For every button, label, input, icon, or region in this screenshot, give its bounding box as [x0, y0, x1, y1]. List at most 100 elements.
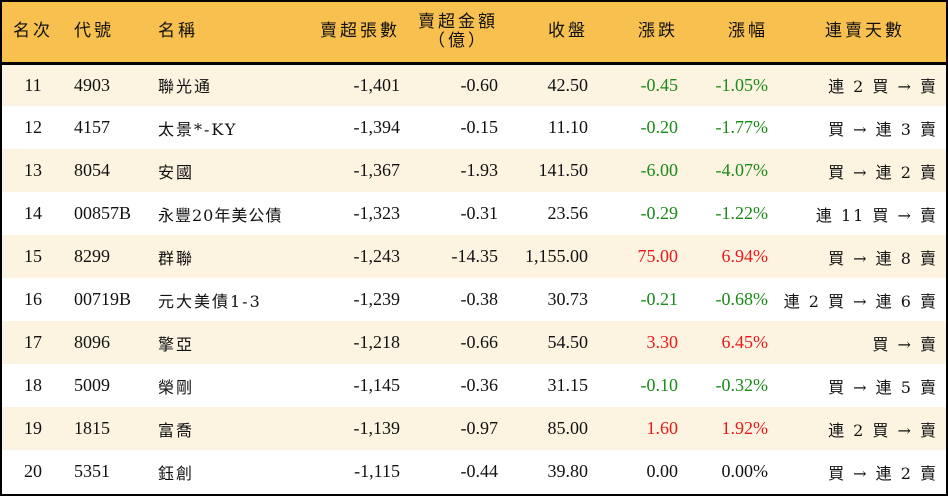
table-row[interactable]: 15 8299 群聯 -1,243 -14.35 1,155.00 75.00 … [2, 235, 946, 278]
cell-sell-days: 買 → 連 3 賣 [828, 119, 938, 139]
cell-sell-amount: -0.66 [460, 332, 499, 352]
cell-sell-amount: -0.97 [460, 418, 499, 438]
cell-close: 54.50 [547, 332, 589, 352]
cell-code: 8054 [74, 160, 110, 180]
cell-sell-days: 買 → 連 5 賣 [828, 377, 938, 397]
header-sell-amount[interactable]: 賣超金額 （億） [402, 2, 504, 65]
table-row[interactable]: 18 5009 榮剛 -1,145 -0.36 31.15 -0.10 -0.3… [2, 364, 946, 407]
cell-sell-amount: -0.38 [460, 289, 499, 309]
cell-sell-days: 買 → 連 8 賣 [828, 248, 938, 268]
header-sell-amount-line1: 賣超金額 [418, 11, 498, 32]
cell-sell-lots: -1,115 [354, 461, 400, 481]
cell-sell-amount: -0.44 [460, 461, 499, 481]
cell-change-pct: -1.22% [715, 203, 769, 223]
cell-name[interactable]: 群聯 [158, 248, 195, 268]
cell-change: 75.00 [637, 246, 679, 266]
header-row: 名次 代號 名稱 賣超張數 賣超金額 （億） 收盤 漲跌 漲幅 連賣天數 [2, 2, 946, 65]
cell-sell-lots: -1,394 [353, 117, 401, 137]
cell-change: 0.00 [646, 461, 679, 481]
cell-name[interactable]: 擎亞 [158, 334, 195, 354]
cell-sell-days: 連 2 買 → 賣 [828, 420, 938, 440]
table-row[interactable]: 14 00857B 永豐20年美公債 -1,323 -0.31 23.56 -0… [2, 192, 946, 235]
cell-close: 30.73 [547, 289, 589, 309]
cell-sell-lots: -1,145 [353, 375, 401, 395]
cell-sell-lots: -1,401 [353, 74, 401, 95]
cell-rank: 13 [24, 160, 42, 180]
cell-sell-amount: -0.15 [460, 117, 499, 137]
cell-rank: 19 [24, 418, 42, 438]
cell-sell-amount: -0.31 [460, 203, 499, 223]
cell-sell-amount: -0.36 [460, 375, 499, 395]
cell-sell-days: 買 → 賣 [872, 334, 938, 354]
cell-change: 3.30 [646, 332, 679, 352]
cell-name[interactable]: 榮剛 [158, 377, 195, 397]
cell-rank: 17 [24, 332, 42, 352]
cell-code: 8096 [74, 332, 110, 352]
cell-code: 5009 [74, 375, 110, 395]
cell-rank: 20 [24, 461, 42, 481]
table-header: 名次 代號 名稱 賣超張數 賣超金額 （億） 收盤 漲跌 漲幅 連賣天數 [2, 2, 946, 65]
cell-rank: 14 [24, 203, 42, 223]
cell-change: -0.21 [640, 289, 679, 309]
cell-name[interactable]: 聯光通 [158, 77, 213, 97]
cell-close: 42.50 [547, 74, 589, 95]
table-row[interactable]: 19 1815 富喬 -1,139 -0.97 85.00 1.60 1.92%… [2, 407, 946, 450]
table-row[interactable]: 11 4903 聯光通 -1,401 -0.60 42.50 -0.45 -1.… [2, 63, 946, 106]
header-change-pct[interactable]: 漲幅 [684, 2, 774, 65]
table-row[interactable]: 20 5351 鈺創 -1,115 -0.44 39.80 0.00 0.00%… [2, 450, 946, 493]
cell-code: 4157 [74, 117, 110, 137]
cell-change-pct: -1.05% [715, 74, 769, 95]
header-code[interactable]: 代號 [64, 2, 148, 65]
cell-sell-lots: -1,218 [353, 332, 401, 352]
cell-sell-lots: -1,323 [353, 203, 401, 223]
cell-name[interactable]: 安國 [158, 162, 195, 182]
table-row[interactable]: 13 8054 安國 -1,367 -1.93 141.50 -6.00 -4.… [2, 149, 946, 192]
header-name[interactable]: 名稱 [148, 2, 298, 65]
header-change[interactable]: 漲跌 [594, 2, 684, 65]
cell-code: 00719B [74, 289, 132, 309]
cell-sell-days: 連 2 買 → 賣 [828, 77, 938, 97]
cell-name[interactable]: 太景*-KY [158, 119, 238, 139]
cell-sell-amount: -1.93 [460, 160, 499, 180]
cell-change: -0.20 [640, 117, 679, 137]
cell-name[interactable]: 富喬 [158, 420, 195, 440]
header-close[interactable]: 收盤 [504, 2, 594, 65]
header-sell-lots[interactable]: 賣超張數 [298, 2, 402, 65]
cell-sell-days: 連 11 買 → 賣 [815, 205, 938, 225]
cell-rank: 16 [24, 289, 42, 309]
header-rank[interactable]: 名次 [2, 2, 64, 65]
cell-code: 5351 [74, 461, 110, 481]
cell-close: 23.56 [547, 203, 589, 223]
cell-change-pct: 1.92% [721, 418, 769, 438]
cell-change-pct: -0.68% [715, 289, 769, 309]
table-body: 11 4903 聯光通 -1,401 -0.60 42.50 -0.45 -1.… [2, 63, 946, 493]
cell-name[interactable]: 永豐20年美公債 [158, 205, 283, 225]
cell-sell-lots: -1,367 [353, 160, 401, 180]
table-row[interactable]: 16 00719B 元大美債1-3 -1,239 -0.38 30.73 -0.… [2, 278, 946, 321]
cell-sell-amount: -0.60 [460, 74, 499, 95]
cell-close: 11.10 [548, 117, 588, 137]
cell-change: -0.29 [640, 203, 679, 223]
cell-change: -0.45 [640, 74, 679, 95]
cell-rank: 12 [24, 117, 42, 137]
cell-name[interactable]: 鈺創 [158, 463, 195, 483]
cell-close: 31.15 [547, 375, 589, 395]
table-row[interactable]: 17 8096 擎亞 -1,218 -0.66 54.50 3.30 6.45%… [2, 321, 946, 364]
cell-rank: 18 [24, 375, 42, 395]
cell-code: 4903 [74, 74, 110, 95]
cell-name[interactable]: 元大美債1-3 [158, 291, 262, 311]
cell-code: 00857B [74, 203, 132, 223]
table-row[interactable]: 12 4157 太景*-KY -1,394 -0.15 11.10 -0.20 … [2, 106, 946, 149]
cell-change-pct: 6.94% [721, 246, 769, 266]
cell-change: 1.60 [646, 418, 679, 438]
cell-change: -6.00 [640, 160, 679, 180]
cell-code: 8299 [74, 246, 110, 266]
cell-rank: 11 [24, 74, 42, 95]
cell-change: -0.10 [640, 375, 679, 395]
header-sell-days[interactable]: 連賣天數 [774, 2, 946, 65]
cell-sell-days: 買 → 連 2 賣 [828, 162, 938, 182]
cell-sell-lots: -1,239 [353, 289, 401, 309]
cell-close: 39.80 [547, 461, 589, 481]
